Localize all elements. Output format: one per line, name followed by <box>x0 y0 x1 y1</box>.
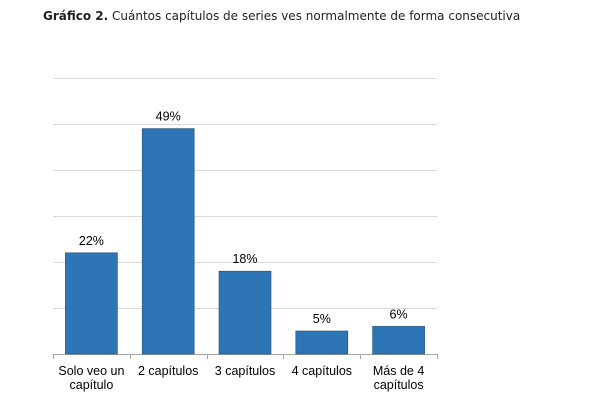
bars <box>65 128 425 355</box>
data-label: 22% <box>79 234 104 248</box>
bar <box>65 252 118 355</box>
x-axis <box>53 354 438 359</box>
bar <box>141 128 195 355</box>
x-tick-label: 2 capítulos <box>138 364 198 378</box>
x-tick-label: 3 capítulos <box>215 364 275 378</box>
chart-title-text: Cuántos capítulos de series ves normalme… <box>112 9 521 23</box>
data-label: 18% <box>232 252 257 266</box>
x-tick-label: Solo veo un capítulo <box>58 364 124 392</box>
data-label: 5% <box>313 312 331 326</box>
bar <box>372 326 425 355</box>
data-label: 49% <box>156 110 181 124</box>
x-tick-label: Más de 4 capítulos <box>373 364 424 392</box>
bar <box>295 330 349 355</box>
chart-title-prefix: Gráfico 2. <box>43 9 109 23</box>
x-tick-label: 4 capítulos <box>292 364 352 378</box>
data-labels: 22% 49% 18% 5% 6% <box>79 110 408 326</box>
x-tick-labels: Solo veo un capítulo 2 capítulos 3 capítulo… <box>58 364 424 392</box>
bar <box>218 270 272 355</box>
data-label: 6% <box>390 307 408 321</box>
chart-title: Gráfico 2. Cuántos capítulos de series v… <box>43 8 520 24</box>
